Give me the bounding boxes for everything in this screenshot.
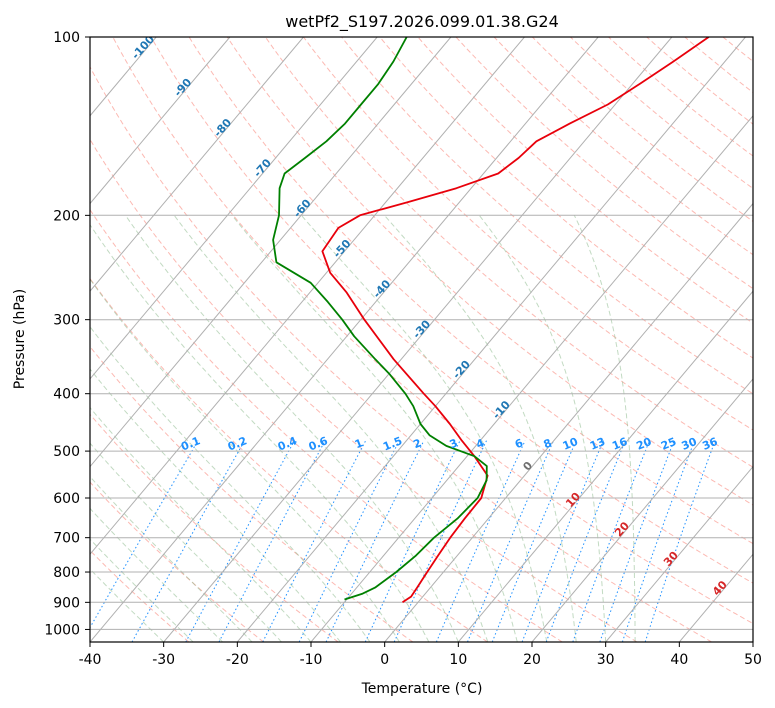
- moist-adiabat: [231, 214, 518, 642]
- dry-adiabat: [90, 481, 264, 642]
- mixing-ratio-label: 36: [700, 435, 719, 453]
- x-tick-label: 20: [523, 652, 541, 668]
- mixing-ratio-label: 3: [448, 436, 460, 451]
- isotherm: [310, 115, 753, 642]
- y-tick-label: 1000: [44, 622, 80, 638]
- dry-adiabat: [188, 37, 753, 545]
- sounding-series: [272, 37, 710, 604]
- mixing-ratio-line: [393, 440, 487, 642]
- dry-adiabat: [341, 37, 753, 395]
- dry-adiabat: [90, 413, 339, 642]
- moist-adiabat: [90, 406, 312, 642]
- x-tick-label: 0: [380, 652, 389, 668]
- moist-adiabat: [90, 442, 282, 642]
- mixing-ratio-label: 1: [353, 436, 365, 451]
- isobar-gridlines: [90, 37, 753, 630]
- x-tick-label: 30: [597, 652, 615, 668]
- isotherm: [605, 465, 753, 642]
- dry-adiabat: [150, 37, 753, 584]
- temperature-profile-line: [321, 37, 710, 604]
- isotherm: [236, 37, 746, 642]
- dry-adiabats: [90, 37, 753, 642]
- x-tick-label: 40: [670, 652, 688, 668]
- dry-adiabat: [90, 65, 712, 642]
- mixing-ratio-line: [467, 440, 555, 642]
- isotherm: [457, 290, 753, 642]
- isotherm: [90, 37, 599, 642]
- isotherm: [90, 37, 304, 292]
- x-axis-label: Temperature (°C): [361, 681, 483, 697]
- isotherms: [90, 37, 753, 642]
- y-tick-label: 200: [53, 208, 80, 224]
- y-axis-ticks: 100 200 300 400 500 600 700 800 900 1000: [44, 30, 90, 638]
- mixing-ratio-line: [131, 440, 246, 642]
- isotherm: [384, 202, 753, 642]
- dry-adiabat: [264, 37, 753, 468]
- y-tick-label: 400: [53, 387, 80, 403]
- y-tick-label: 700: [53, 531, 80, 547]
- y-tick-label: 500: [53, 444, 80, 460]
- plot-background: [90, 37, 753, 642]
- moist-adiabat: [90, 278, 400, 642]
- x-tick-label: 50: [744, 652, 762, 668]
- moist-adiabat: [573, 215, 636, 642]
- dry-adiabat: [379, 37, 753, 359]
- mixing-ratio-label: 30: [680, 435, 699, 453]
- y-tick-label: 600: [53, 491, 80, 507]
- y-tick-label: 100: [53, 30, 80, 46]
- mixing-ratio-line: [435, 440, 526, 642]
- mixing-ratio-label: 13: [588, 435, 607, 453]
- y-tick-label: 800: [53, 565, 80, 581]
- mixing-ratio-label: 2: [411, 436, 423, 451]
- x-tick-label: -20: [226, 652, 249, 668]
- mixing-ratio-line: [621, 440, 695, 642]
- x-tick-label: -10: [300, 652, 323, 668]
- mixing-ratio-label: 20: [634, 435, 653, 453]
- x-tick-label: -40: [79, 652, 102, 668]
- dry-adiabat: [90, 138, 638, 642]
- mixing-ratio-label: 25: [659, 435, 678, 453]
- mixing-ratio-line: [298, 440, 400, 642]
- mixing-ratio-label: 16: [610, 435, 629, 453]
- mixing-ratio-label: 10: [561, 435, 580, 453]
- moist-adiabat: [125, 215, 459, 642]
- moist-adiabat: [90, 475, 253, 642]
- isotherm: [90, 37, 378, 380]
- x-tick-label: 10: [449, 652, 467, 668]
- mixing-ratio-line: [599, 440, 675, 642]
- plot-frame: [89, 36, 754, 643]
- y-tick-label: 900: [53, 595, 80, 611]
- isotherm: [531, 378, 753, 642]
- isotherm: [90, 37, 231, 205]
- moist-adiabat: [301, 214, 548, 642]
- mixing-ratio-line: [325, 440, 425, 642]
- dry-adiabat: [455, 37, 753, 290]
- chart-title: wetPf2_S197.2026.099.01.38.G24: [285, 12, 559, 32]
- dewpoint-profile-line: [272, 37, 488, 601]
- x-tick-label: -30: [152, 652, 175, 668]
- mixing-ratio-label: 8: [542, 436, 554, 451]
- y-tick-label: 300: [53, 313, 80, 329]
- isotherm: [163, 37, 673, 642]
- isotherm: [90, 37, 525, 556]
- mixing-ratio-line: [90, 440, 199, 629]
- isotherm: [90, 37, 452, 468]
- dry-adiabat: [90, 208, 563, 642]
- y-axis-label: Pressure (hPa): [12, 289, 28, 389]
- dry-adiabat: [226, 37, 753, 506]
- mixing-ratio-line: [185, 440, 295, 642]
- moist-adiabat: [90, 325, 371, 642]
- moist-adiabat: [90, 368, 341, 642]
- x-axis-ticks: -40 -30 -20 -10 0 10 20 30 40 50: [79, 642, 762, 668]
- moist-adiabat: [90, 223, 430, 642]
- mixing-ratio-lines: [90, 440, 716, 642]
